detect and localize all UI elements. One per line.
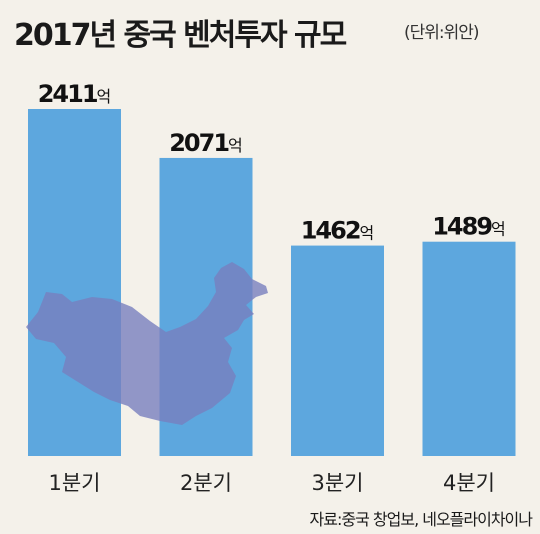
- category-label-1: 1분기: [48, 471, 100, 495]
- bar-1: [28, 109, 121, 456]
- chart-title: 2017년 중국 벤처투자 규모: [14, 18, 347, 53]
- bar-4: [422, 241, 516, 456]
- category-label-2: 2분기: [180, 471, 232, 495]
- bar-3: [291, 245, 384, 456]
- source-note: 자료:중국 창업보, 네오플라이차이나: [309, 510, 533, 529]
- data-label-2: 2071억: [169, 129, 243, 157]
- category-label-3: 3분기: [311, 471, 363, 495]
- data-label-4: 1489억: [432, 213, 506, 241]
- category-label-4: 4분기: [443, 471, 495, 495]
- unit-label: (단위:위안): [404, 23, 480, 43]
- data-label-1: 2411억: [38, 80, 112, 108]
- data-label-3: 1462억: [301, 217, 375, 245]
- china-map-icon: [26, 262, 268, 425]
